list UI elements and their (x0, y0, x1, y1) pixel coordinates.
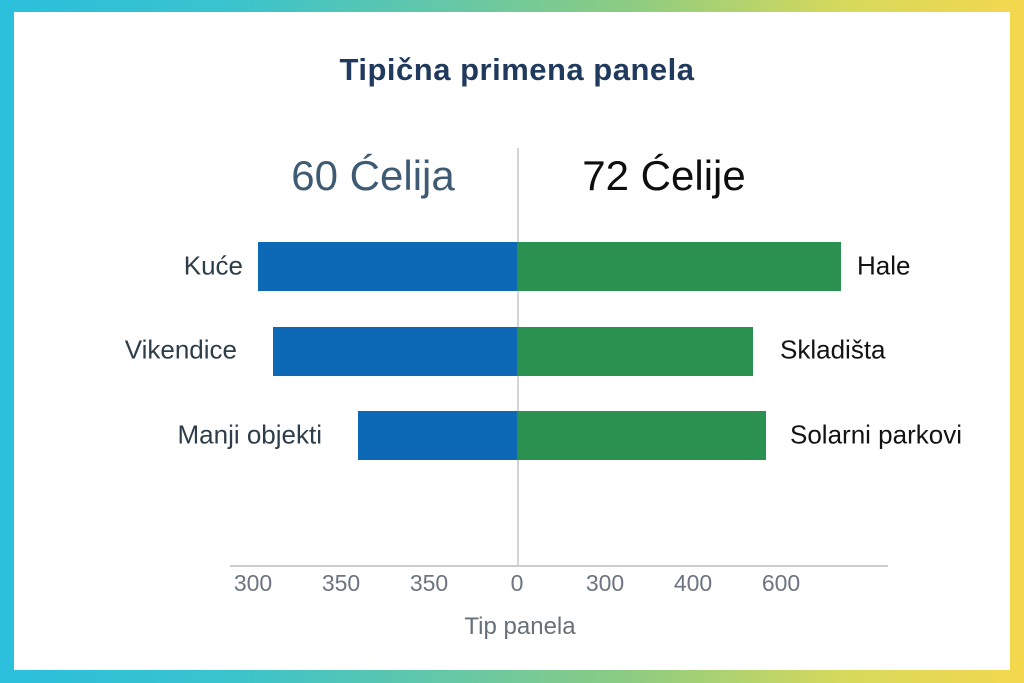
chart-canvas: Tipična primena panela 60 Ćelija 72 Ćeli… (14, 12, 1010, 670)
x-axis-label: Tip panela (464, 613, 576, 640)
category-label-vikendice: Vikendice (124, 334, 237, 365)
bar-72cells-solarni-parkovi (517, 411, 766, 460)
category-label-skladista: Skladišta (780, 334, 886, 365)
header-72-cells: 72 Ćelije (582, 152, 746, 199)
category-label-solarni-parkovi: Solarni parkovi (790, 419, 962, 450)
x-axis-tick-4: 0 (510, 570, 524, 596)
x-axis-tick-1: 300 (233, 570, 273, 596)
bar-60cells-manji-objekti (358, 411, 517, 460)
category-label-manji-objekti: Manji objekti (177, 419, 322, 450)
bar-72cells-hale (517, 242, 841, 291)
chart-title: Tipična primena panela (339, 52, 695, 87)
bar-60cells-vikendice (273, 327, 517, 376)
category-label-kuce: Kuće (183, 250, 243, 281)
x-axis-tick-6: 400 (673, 570, 713, 596)
x-axis-tick-5: 300 (585, 570, 625, 596)
x-axis-line (230, 565, 888, 567)
x-axis-tick-7: 600 (761, 570, 801, 596)
bar-72cells-skladista (517, 327, 753, 376)
header-60-cells: 60 Ćelija (291, 152, 455, 199)
category-label-hale: Hale (857, 250, 911, 281)
x-axis-tick-2: 350 (321, 570, 361, 596)
x-axis-tick-3: 350 (409, 570, 449, 596)
bar-60cells-kuce (258, 242, 517, 291)
